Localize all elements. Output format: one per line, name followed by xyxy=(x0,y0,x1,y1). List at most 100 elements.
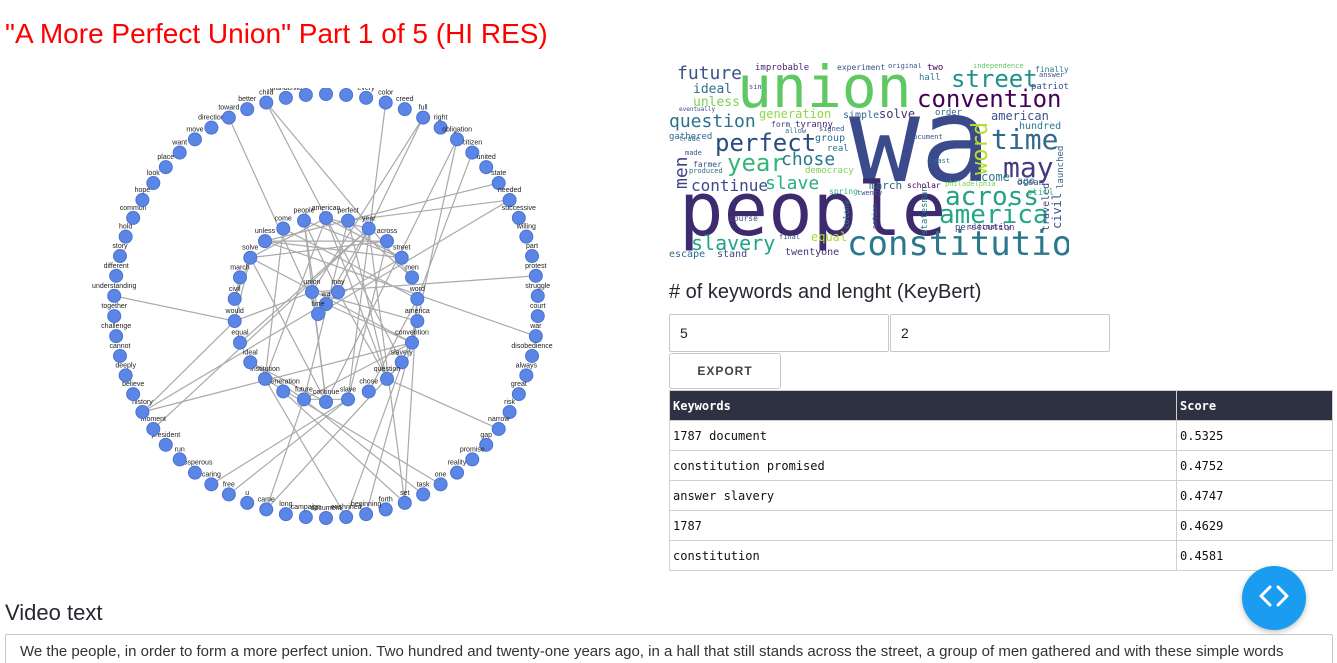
network-node[interactable]: together xyxy=(101,303,128,324)
network-node-circle[interactable] xyxy=(394,250,409,265)
network-node[interactable]: challenge xyxy=(101,323,131,344)
network-node-circle[interactable] xyxy=(187,132,202,147)
network-node[interactable]: civil xyxy=(227,286,242,306)
network-node-circle[interactable] xyxy=(397,495,412,510)
network-node[interactable]: equal xyxy=(231,330,249,350)
network-node-circle[interactable] xyxy=(204,120,219,135)
network-node-circle[interactable] xyxy=(502,405,517,419)
network-node-circle[interactable] xyxy=(118,368,133,383)
network-node[interactable]: free xyxy=(221,481,236,502)
network-node-circle[interactable] xyxy=(433,477,448,492)
network-node-circle[interactable] xyxy=(525,348,540,363)
network-node[interactable]: people xyxy=(293,208,315,228)
network-node[interactable]: union xyxy=(303,279,321,299)
network-node[interactable]: unless xyxy=(255,228,276,249)
network-node-circle[interactable] xyxy=(126,210,141,225)
network-node[interactable]: perfect xyxy=(337,208,359,228)
network-node[interactable]: full xyxy=(416,105,431,125)
network-node-circle[interactable] xyxy=(528,268,543,283)
network-node-circle[interactable] xyxy=(146,176,161,191)
network-node-circle[interactable] xyxy=(394,355,409,370)
network-node[interactable]: risk xyxy=(502,399,517,419)
network-node-circle[interactable] xyxy=(479,437,494,452)
network-node-circle[interactable] xyxy=(339,88,354,102)
network-node[interactable]: moment xyxy=(141,416,166,436)
network-node[interactable]: beginning xyxy=(351,501,381,522)
network-node-circle[interactable] xyxy=(359,90,374,105)
network-node-circle[interactable] xyxy=(465,452,480,467)
network-node[interactable]: place xyxy=(157,154,174,175)
network-node-circle[interactable] xyxy=(257,371,272,386)
network-node[interactable]: men xyxy=(405,264,420,285)
network-node-circle[interactable] xyxy=(172,145,187,160)
network-node[interactable]: one xyxy=(433,471,448,492)
network-node-circle[interactable] xyxy=(146,421,161,436)
network-node-circle[interactable] xyxy=(296,213,311,228)
network-node-circle[interactable] xyxy=(361,221,376,236)
network-node-circle[interactable] xyxy=(107,309,122,324)
network-node[interactable]: right xyxy=(433,115,448,135)
network-node-circle[interactable] xyxy=(319,395,333,409)
network-node[interactable]: institution xyxy=(250,366,280,386)
network-node-circle[interactable] xyxy=(109,268,124,283)
network-node[interactable]: child xyxy=(259,90,274,110)
network-node[interactable]: come xyxy=(275,216,292,236)
network-node[interactable]: document xyxy=(311,505,342,525)
network-node[interactable]: future xyxy=(295,386,313,407)
network-node-circle[interactable] xyxy=(227,291,242,306)
network-node-circle[interactable] xyxy=(109,329,124,344)
network-node[interactable]: run xyxy=(172,446,187,467)
network-node-circle[interactable] xyxy=(519,229,534,244)
export-button[interactable]: EXPORT xyxy=(669,353,781,389)
network-node[interactable]: set xyxy=(397,490,412,510)
network-node-circle[interactable] xyxy=(319,88,333,101)
network-node-circle[interactable] xyxy=(450,465,465,480)
network-node[interactable]: move xyxy=(186,126,204,147)
network-node-circle[interactable] xyxy=(416,110,431,125)
network-node[interactable]: forth xyxy=(378,496,393,517)
network-node[interactable]: long xyxy=(278,501,293,522)
network-node[interactable]: would xyxy=(225,308,244,329)
video-text-area[interactable]: We the people, in order to form a more p… xyxy=(5,634,1333,663)
network-node[interactable]: year xyxy=(361,216,376,236)
network-node[interactable]: president xyxy=(151,432,180,452)
network-node-circle[interactable] xyxy=(405,335,420,350)
network-node[interactable]: convention xyxy=(395,330,429,350)
network-node[interactable]: hold xyxy=(118,224,133,244)
network-node[interactable]: american xyxy=(312,205,341,225)
network-node-circle[interactable] xyxy=(341,392,356,407)
network-node[interactable]: common xyxy=(120,205,147,225)
network-node-circle[interactable] xyxy=(378,502,393,517)
network-node-circle[interactable] xyxy=(339,510,354,525)
network-node-circle[interactable] xyxy=(232,270,247,285)
network-node-circle[interactable] xyxy=(416,487,431,502)
keyword-count-input[interactable] xyxy=(669,314,889,352)
network-node[interactable]: direction xyxy=(198,115,225,135)
network-node[interactable]: want xyxy=(171,140,187,160)
network-node[interactable]: understanding xyxy=(92,283,137,303)
network-node-circle[interactable] xyxy=(410,314,425,329)
network-node[interactable]: across xyxy=(377,228,398,249)
network-node-circle[interactable] xyxy=(172,452,187,467)
network-node-circle[interactable] xyxy=(240,495,255,510)
network-node[interactable]: color xyxy=(378,90,394,110)
network-node[interactable]: part xyxy=(525,243,540,264)
network-node[interactable]: toward xyxy=(218,105,239,125)
network-node[interactable]: america xyxy=(405,308,430,329)
network-node-circle[interactable] xyxy=(405,270,420,285)
network-node-circle[interactable] xyxy=(158,160,173,175)
network-node-circle[interactable] xyxy=(259,502,274,517)
network-node[interactable]: obligation xyxy=(442,126,472,147)
network-node-circle[interactable] xyxy=(243,250,258,265)
network-node-circle[interactable] xyxy=(118,229,133,244)
network-node[interactable]: caring xyxy=(202,471,221,492)
network-node-circle[interactable] xyxy=(465,145,480,160)
network-node[interactable]: u xyxy=(240,490,255,510)
network-node-circle[interactable] xyxy=(240,102,255,117)
network-node[interactable]: deeply xyxy=(115,362,136,383)
network-node-circle[interactable] xyxy=(530,309,545,324)
network-node-circle[interactable] xyxy=(410,291,425,306)
network-node[interactable]: narrow xyxy=(488,416,510,436)
network-node[interactable]: story xyxy=(112,243,128,264)
network-node[interactable]: better xyxy=(238,96,257,117)
